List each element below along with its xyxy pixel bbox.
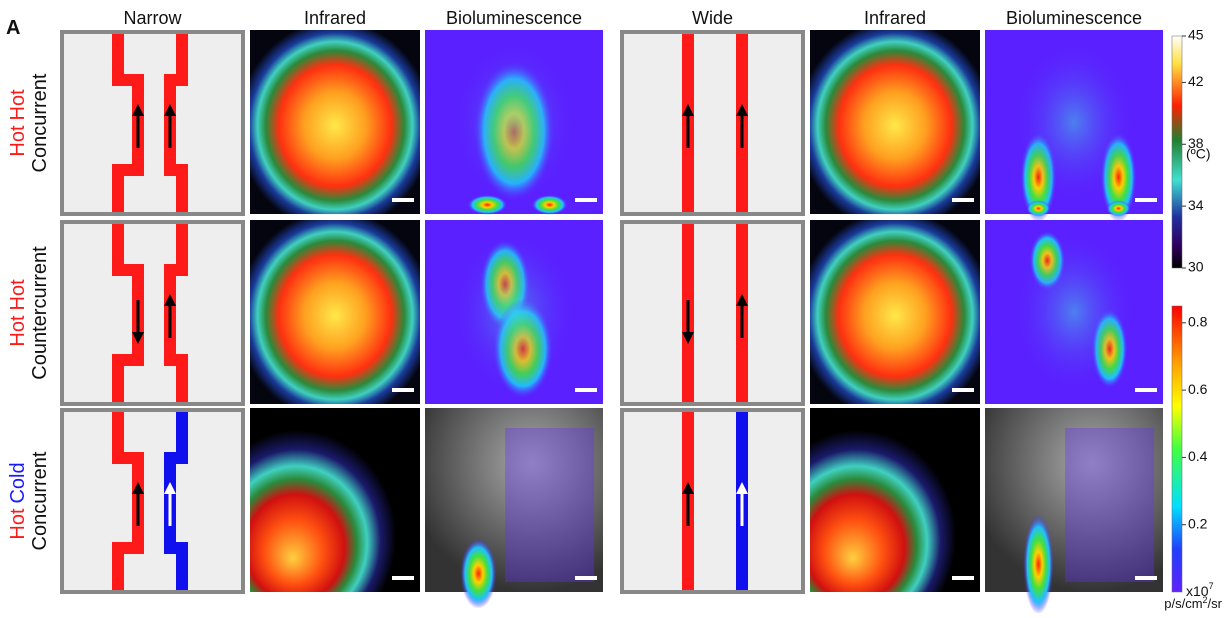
row-label-word: Hot — [7, 315, 29, 347]
row-label: Hot Hot — [7, 89, 29, 157]
device-outline — [622, 222, 803, 404]
device-outline — [62, 222, 243, 404]
thermal-image — [810, 408, 980, 592]
row-label-word: Hot — [7, 508, 29, 540]
colorbar-tick-label: 0.4 — [1188, 448, 1208, 464]
device-outline — [622, 32, 803, 214]
noise-overlay — [505, 428, 594, 582]
row-label: Hot Cold — [7, 462, 29, 539]
device-outline — [62, 410, 243, 592]
row-flow: Concurrent — [29, 73, 51, 172]
thermal-image — [810, 220, 980, 404]
row-label-word: Hot — [7, 89, 29, 121]
device-outline — [62, 32, 243, 214]
glow — [452, 229, 577, 395]
row-flow: Concurrent — [29, 451, 51, 550]
glow — [452, 39, 577, 205]
row-flow: Countercurrent — [29, 246, 51, 380]
figure: A Narrow Infrared Bioluminescence Wide Infra… — [0, 0, 1226, 613]
column-header: Narrow — [123, 8, 182, 28]
panel-label: A — [6, 17, 20, 39]
colorbar-tick-label: 45 — [1188, 27, 1204, 43]
thermal-image — [250, 220, 420, 404]
column-header: Infrared — [864, 8, 926, 28]
signal — [460, 539, 496, 609]
row-label-word: Hot — [7, 125, 29, 157]
unit-part: p/s/cm — [1164, 596, 1202, 611]
glow — [1012, 229, 1137, 395]
colorbar-tick-label: 30 — [1188, 259, 1204, 275]
column-header: Bioluminescence — [446, 8, 582, 28]
colorbar-tick-label: 34 — [1188, 197, 1204, 213]
colorbar-tick-label: 0.2 — [1188, 515, 1208, 531]
colorbar-unit: p/s/cm2/sr — [1164, 595, 1222, 611]
colorbar — [1172, 306, 1182, 592]
colorbar — [1172, 36, 1182, 268]
colorbar-tick-label: 42 — [1188, 73, 1204, 89]
signal — [1026, 200, 1050, 216]
device-outline — [622, 410, 803, 592]
row-label: Hot Hot — [7, 279, 29, 347]
thermal-image — [250, 408, 420, 592]
thermal-image — [810, 30, 980, 214]
signal — [1107, 200, 1131, 216]
unit-part: /sr — [1208, 596, 1223, 611]
multiplier-exp: 7 — [1209, 581, 1214, 591]
colorbar-tick-label: 0.6 — [1188, 381, 1208, 397]
column-header: Bioluminescence — [1006, 8, 1142, 28]
signal — [1023, 514, 1053, 613]
column-header: Infrared — [304, 8, 366, 28]
row-label-word: Cold — [7, 462, 29, 503]
colorbar-unit: (ºC) — [1186, 146, 1211, 162]
colorbar-tick-label: 0.8 — [1188, 314, 1208, 330]
column-header: Wide — [692, 8, 733, 28]
row-label-word: Hot — [7, 279, 29, 311]
glow — [1012, 39, 1137, 205]
thermal-image — [250, 30, 420, 214]
noise-overlay — [1065, 428, 1154, 582]
